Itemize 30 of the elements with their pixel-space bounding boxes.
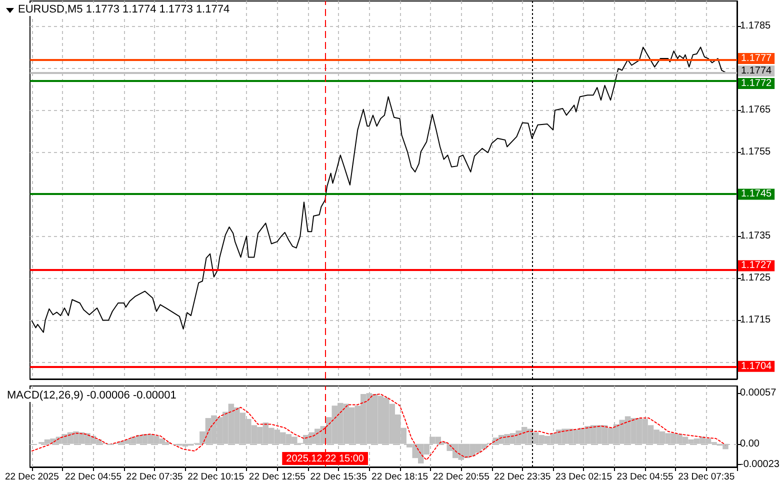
x-tick-label: 22 Dec 20:55: [432, 472, 490, 482]
x-tick-label: 22 Dec 18:15: [372, 472, 428, 482]
ref-line-label: 1.1745: [741, 188, 772, 200]
y-tick-label: 0.00057: [740, 388, 777, 399]
y-tick-label: -0.00023: [740, 458, 780, 470]
y-tick-label: 1.1765: [740, 104, 772, 116]
x-tick-label: 22 Dec 07:35: [126, 472, 183, 482]
ref-line-label: 1.1704: [741, 360, 772, 372]
ref-line-label: 1.1772: [741, 78, 772, 89]
x-tick-label: 22 Dec 23:35: [494, 472, 551, 482]
ref-line-label: 1.1727: [741, 260, 772, 272]
x-tick-label: 22 Dec 2025: [4, 472, 59, 482]
y-tick-label: 1.1725: [740, 272, 772, 284]
chart-title: EURUSD,M5 1.1773 1.1774 1.1773 1.1774: [18, 4, 230, 16]
x-tick-label: 22 Dec 10:15: [188, 472, 244, 482]
chart-title: MACD(12,26,9) -0.00006 -0.00001: [7, 390, 176, 402]
y-tick-label: 1.1735: [740, 230, 772, 242]
ref-line-label: 2025.12.22 15:00: [286, 454, 364, 464]
y-tick-label: 0.00: [740, 438, 760, 450]
ref-line-label: 1.1774: [741, 66, 772, 76]
x-tick-label: 23 Dec 04:55: [616, 472, 674, 482]
x-tick-label: 22 Dec 15:35: [310, 472, 367, 482]
x-tick-label: 23 Dec 07:35: [678, 472, 735, 482]
y-tick-label: 1.1755: [740, 146, 772, 158]
y-tick-label: 1.1715: [740, 314, 772, 326]
x-tick-label: 22 Dec 04:55: [64, 472, 122, 482]
ref-line-label: 1.1777: [741, 53, 772, 64]
y-tick-label: 1.1785: [740, 20, 772, 32]
x-tick-label: 22 Dec 12:55: [248, 472, 306, 482]
x-tick-label: 23 Dec 02:15: [555, 472, 612, 482]
